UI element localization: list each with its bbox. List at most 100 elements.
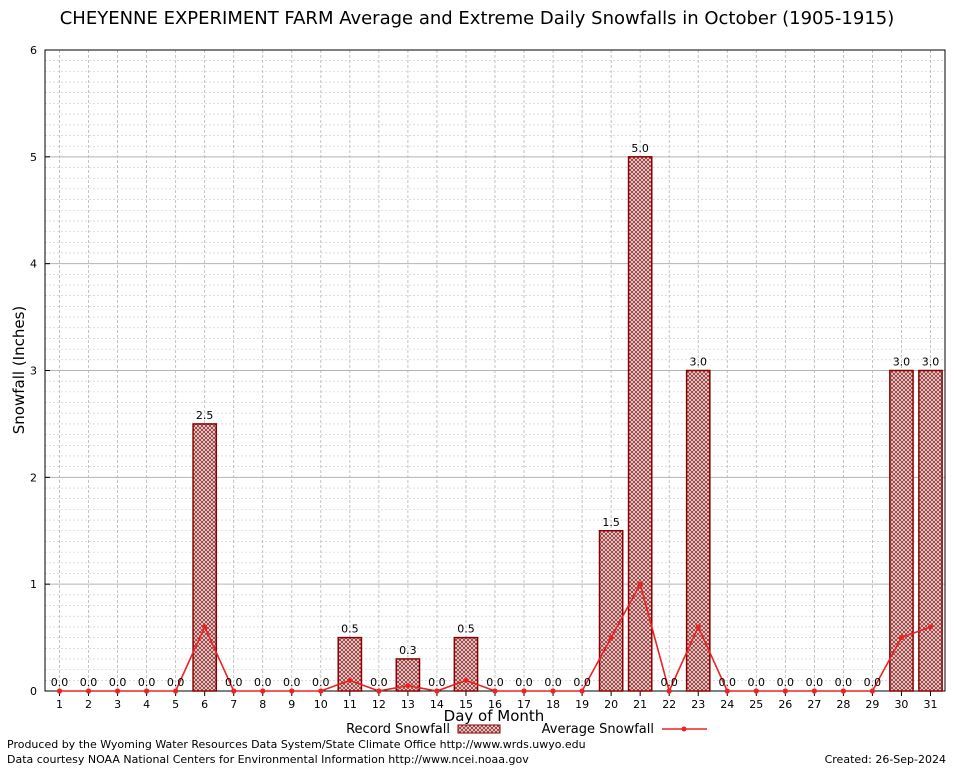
- data-label-day-21: 5.0: [631, 142, 649, 155]
- x-axis: 1 2 3 4 5 6 7 8 9 10 11 12 13 14 15 16 17 18 19 20 21 22 23 24 2…: [56, 691, 937, 711]
- legend: Record Snowfall Average Snowfall: [346, 722, 707, 737]
- data-label-day-7: 0.0: [225, 676, 243, 689]
- footer-credit-2: Data courtesy NOAA National Centers for …: [7, 753, 529, 766]
- average-point-day-9: [289, 688, 295, 694]
- average-point-day-13: [405, 683, 411, 689]
- data-label-day-10: 0.0: [312, 676, 330, 689]
- data-label-day-23: 3.0: [689, 356, 707, 369]
- x-tick-label: 23: [691, 698, 705, 711]
- x-tick-label: 29: [865, 698, 879, 711]
- x-tick-label: 5: [172, 698, 179, 711]
- average-line: [56, 581, 934, 694]
- average-point-day-21: [637, 581, 643, 587]
- data-label-day-13: 0.3: [399, 644, 417, 657]
- x-tick-label: 15: [459, 698, 473, 711]
- x-tick-label: 12: [372, 698, 386, 711]
- legend-label-record: Record Snowfall: [346, 722, 450, 737]
- average-point-day-25: [753, 688, 759, 694]
- data-label-day-24: 0.0: [719, 676, 737, 689]
- data-label-day-26: 0.0: [777, 676, 795, 689]
- data-label-day-16: 0.0: [486, 676, 504, 689]
- footer-credit-1: Produced by the Wyoming Water Resources …: [7, 738, 586, 751]
- x-tick-label: 3: [114, 698, 121, 711]
- data-label-day-8: 0.0: [254, 676, 272, 689]
- y-tick-label: 5: [30, 151, 37, 164]
- average-point-day-15: [463, 677, 469, 683]
- x-tick-label: 8: [259, 698, 266, 711]
- data-label-day-29: 0.0: [864, 676, 882, 689]
- x-tick-label: 6: [201, 698, 208, 711]
- data-label-day-9: 0.0: [283, 676, 301, 689]
- x-tick-label: 7: [230, 698, 237, 711]
- average-point-day-29: [869, 688, 876, 694]
- y-tick-label: 3: [30, 365, 37, 378]
- y-tick-label: 6: [30, 44, 37, 57]
- x-tick-label: 28: [836, 698, 850, 711]
- x-tick-label: 14: [430, 698, 444, 711]
- chart-title: CHEYENNE EXPERIMENT FARM Average and Ext…: [59, 8, 895, 29]
- x-tick-label: 20: [604, 698, 618, 711]
- y-tick-label: 4: [30, 258, 37, 271]
- average-point-day-11: [347, 677, 353, 683]
- data-label-day-31: 3.0: [922, 356, 940, 369]
- data-label-day-14: 0.0: [428, 676, 446, 689]
- bar-day-21: [627, 156, 653, 692]
- bar-day-31: [918, 369, 943, 692]
- x-tick-label: 4: [143, 698, 150, 711]
- legend-marker-average: [681, 726, 687, 732]
- bar-day-6: [192, 423, 218, 692]
- data-label-day-20: 1.5: [602, 516, 620, 529]
- average-point-day-18: [550, 688, 556, 694]
- data-label-day-5: 0.0: [167, 676, 185, 689]
- data-label-day-15: 0.5: [457, 623, 475, 636]
- data-label-day-28: 0.0: [835, 676, 853, 689]
- average-point-day-8: [260, 688, 266, 694]
- bar-day-23: [685, 369, 711, 692]
- x-tick-label: 18: [546, 698, 560, 711]
- average-point-day-1: [56, 688, 63, 694]
- legend-label-average: Average Snowfall: [542, 722, 654, 737]
- average-point-day-28: [840, 688, 846, 694]
- x-tick-label: 13: [401, 698, 415, 711]
- data-label-day-27: 0.0: [806, 676, 824, 689]
- x-tick-label: 2: [85, 698, 92, 711]
- x-tick-label: 22: [662, 698, 676, 711]
- average-point-day-3: [114, 688, 121, 694]
- data-label-day-4: 0.0: [138, 676, 156, 689]
- average-point-day-6: [202, 624, 208, 630]
- average-point-day-27: [811, 688, 817, 694]
- data-label-day-1: 0.0: [51, 676, 69, 689]
- x-tick-label: 25: [749, 698, 763, 711]
- average-point-day-22: [666, 688, 672, 694]
- average-point-day-14: [434, 688, 440, 694]
- data-label-day-12: 0.0: [370, 676, 388, 689]
- x-tick-label: 1: [56, 698, 63, 711]
- average-point-day-23: [695, 624, 701, 630]
- data-label-day-3: 0.0: [109, 676, 127, 689]
- x-tick-label: 10: [314, 698, 328, 711]
- average-point-day-19: [579, 688, 585, 694]
- average-point-day-26: [782, 688, 788, 694]
- y-axis: 0 1 2 3 4 5 6: [30, 44, 50, 698]
- grid: [45, 49, 945, 692]
- data-label-day-18: 0.0: [544, 676, 562, 689]
- average-point-day-5: [173, 688, 179, 694]
- x-tick-label: 30: [894, 698, 908, 711]
- y-tick-label: 2: [30, 471, 37, 484]
- average-point-day-4: [144, 688, 150, 694]
- y-tick-label: 0: [30, 685, 37, 698]
- data-label-day-11: 0.5: [341, 623, 359, 636]
- data-label-day-19: 0.0: [573, 676, 591, 689]
- x-tick-label: 27: [807, 698, 821, 711]
- x-tick-label: 16: [488, 698, 502, 711]
- x-tick-label: 11: [343, 698, 357, 711]
- average-point-day-7: [231, 688, 237, 694]
- y-axis-title: Snowfall (Inches): [10, 306, 28, 434]
- data-label-day-22: 0.0: [660, 676, 678, 689]
- data-label-day-17: 0.0: [515, 676, 533, 689]
- bars: [192, 156, 943, 692]
- bar-day-30: [889, 369, 914, 692]
- average-point-day-12: [376, 688, 382, 694]
- data-label-day-2: 0.0: [80, 676, 98, 689]
